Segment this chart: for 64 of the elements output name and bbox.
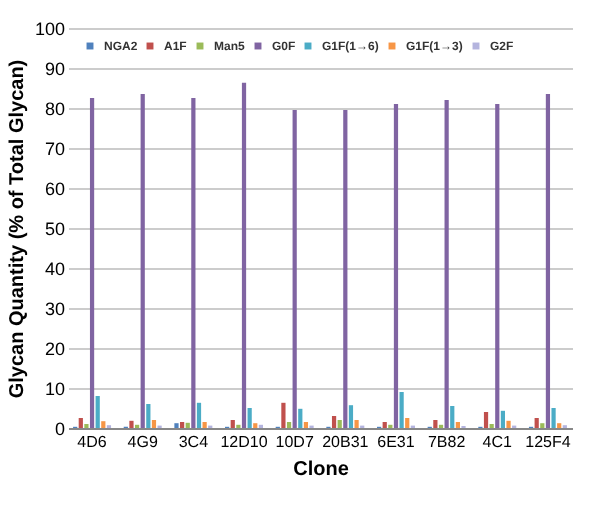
bar [185, 422, 190, 428]
bar [551, 408, 556, 428]
y-tick-label: 40 [44, 259, 65, 279]
bar [146, 404, 151, 428]
bar [292, 110, 297, 428]
bar [151, 420, 157, 428]
bar [382, 422, 387, 428]
bar [337, 420, 342, 428]
bar [444, 100, 449, 428]
x-tick-label: 125F4 [525, 433, 572, 451]
bar [281, 402, 286, 428]
bar [343, 110, 348, 428]
bar [399, 392, 404, 428]
x-tick-label: 12D10 [220, 433, 269, 451]
bar [393, 104, 399, 428]
bar [495, 104, 500, 428]
bar [354, 420, 359, 428]
bar [241, 82, 247, 428]
bar [230, 420, 235, 428]
y-tick-label: 0 [54, 419, 65, 439]
x-tick-label: 4C1 [482, 433, 514, 451]
x-tick-label: 4G9 [127, 433, 159, 451]
y-tick-label: 20 [44, 339, 65, 359]
bar [196, 402, 202, 428]
bar [202, 422, 207, 428]
x-tick-label: 3C4 [178, 433, 210, 451]
bar [545, 94, 551, 428]
x-tick-label: 4D6 [77, 433, 108, 451]
bar [433, 420, 438, 428]
bar [140, 94, 145, 428]
bar [89, 98, 95, 428]
bar [101, 421, 106, 428]
y-tick-label: 60 [44, 179, 65, 199]
bar [180, 422, 185, 428]
y-tick-label: 80 [44, 99, 65, 119]
bar [303, 422, 309, 428]
x-tick-label: 20B31 [322, 433, 370, 451]
y-tick-label: 10 [44, 379, 65, 399]
y-tick-label: 100 [34, 19, 65, 39]
bar [483, 412, 489, 428]
bar [95, 396, 100, 428]
bar [450, 406, 455, 428]
y-tick-label: 30 [44, 299, 65, 319]
bar [455, 422, 460, 428]
bar [191, 98, 196, 428]
bar [506, 420, 511, 428]
bar [78, 418, 83, 428]
x-tick-label: 7B82 [427, 433, 467, 451]
bar [298, 408, 303, 428]
y-tick-label: 90 [44, 59, 65, 79]
y-tick-label: 70 [44, 139, 65, 159]
bar [534, 418, 539, 428]
bar [500, 410, 506, 428]
x-tick-label: 10D7 [275, 433, 315, 451]
x-tick-label: 6E31 [377, 433, 416, 451]
bar [405, 418, 410, 428]
y-axis-title: Glycan Quantity (% of Total Glycan) [6, 59, 29, 399]
bar [247, 408, 252, 428]
bar [286, 422, 292, 428]
bar [331, 416, 337, 428]
y-tick-label: 50 [44, 219, 65, 239]
bar [129, 420, 134, 428]
bar [348, 405, 354, 428]
x-axis-title: Clone [293, 459, 350, 481]
